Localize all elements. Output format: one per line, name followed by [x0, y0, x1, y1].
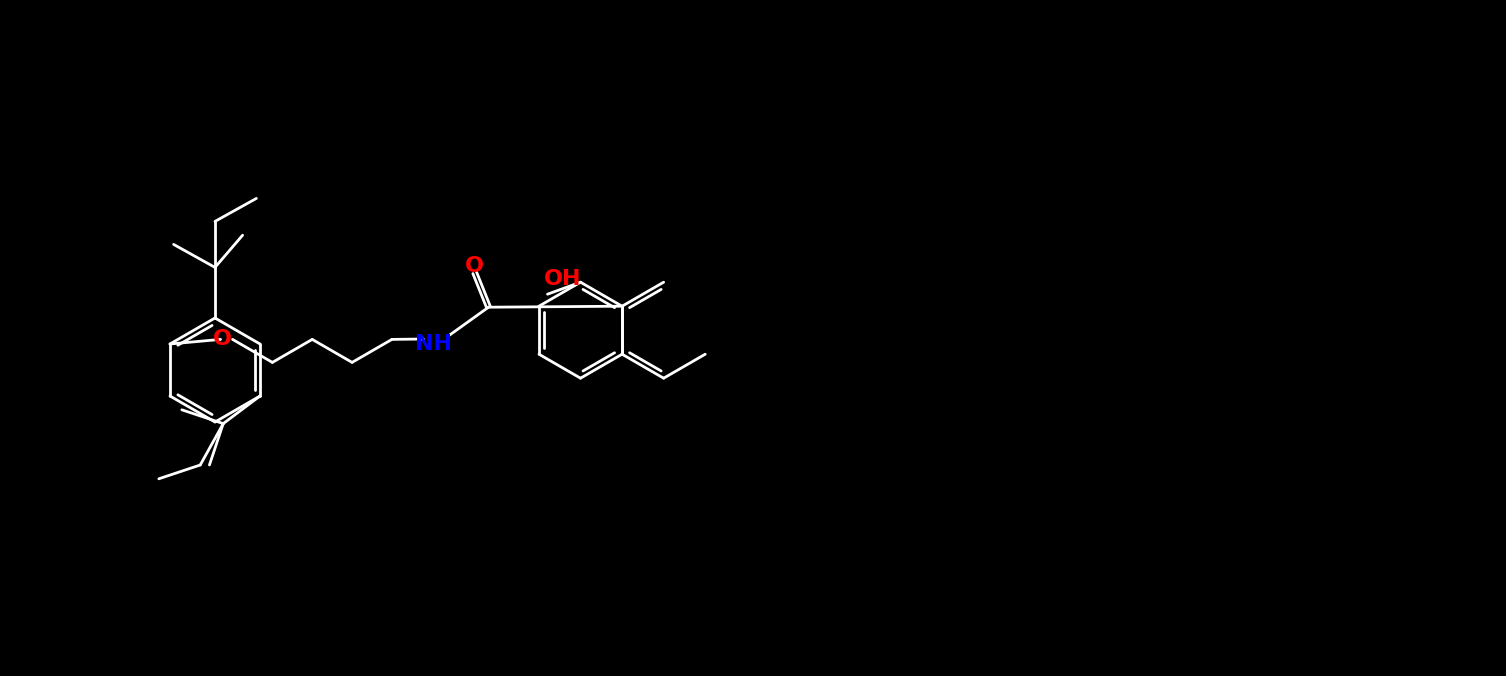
Text: O: O: [465, 256, 485, 276]
Text: O: O: [212, 329, 232, 349]
Text: NH: NH: [414, 334, 452, 354]
Text: OH: OH: [544, 269, 581, 289]
